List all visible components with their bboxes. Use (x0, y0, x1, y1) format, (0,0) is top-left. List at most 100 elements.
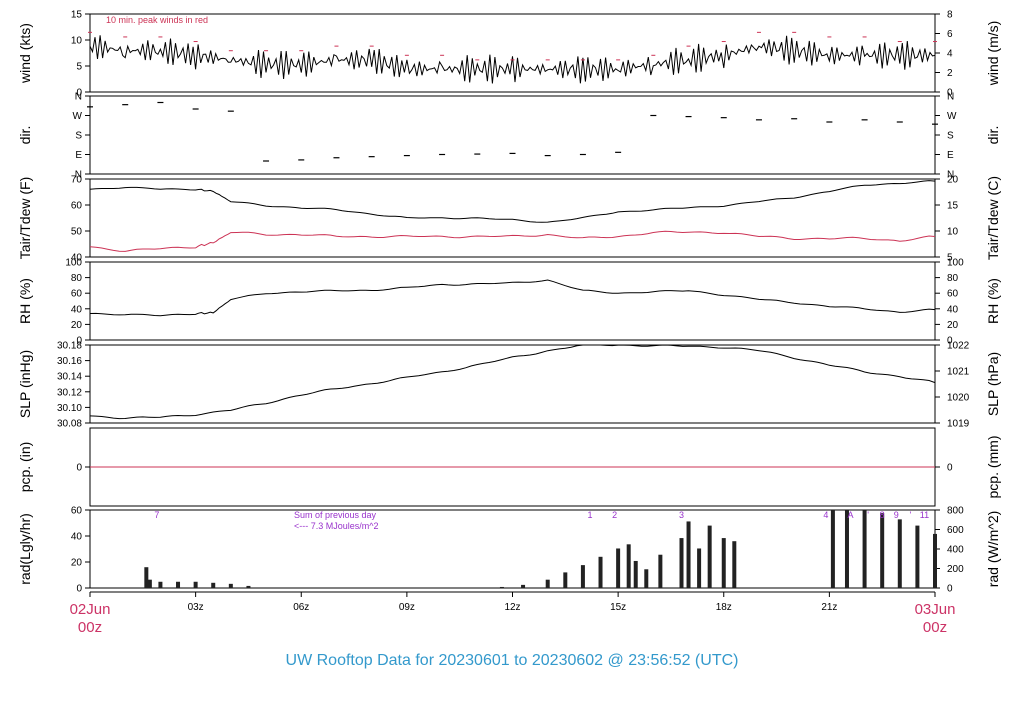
y-axis-label-right: Tair/Tdew (C) (985, 176, 1001, 260)
rad-bar (933, 533, 937, 588)
x-end-date: 03Jun (915, 601, 956, 618)
rad-hour-label: 9 (894, 510, 899, 520)
y-tick-label-right: S (947, 131, 954, 142)
rad-bar (644, 569, 649, 588)
y-tick-label: 40 (71, 253, 83, 264)
y-tick-label: 60 (71, 201, 83, 212)
y-axis-label: wind (kts) (17, 23, 33, 84)
y-tick-label-right: 0 (947, 336, 953, 347)
series-line-dewpoint (89, 230, 936, 252)
rad-hour-label: 4 (823, 510, 828, 520)
rad-bar (144, 567, 149, 588)
y-tick-label: 0 (76, 463, 82, 474)
rad-bar (246, 585, 251, 588)
y-axis-label: pcp. (in) (17, 442, 33, 493)
rad-bar (721, 538, 726, 588)
y-tick-label-right: 0 (947, 584, 953, 595)
x-tick-label: 18z (716, 602, 732, 613)
x-tick-label: 09z (399, 602, 415, 613)
y-tick-label-right: 800 (947, 506, 964, 517)
rad-bar (158, 581, 163, 588)
panel-frame-rad (89, 509, 936, 589)
y-tick-label-right: 8 (947, 10, 953, 21)
rad-bar (616, 548, 621, 588)
rad-hour-label: 7 (154, 510, 159, 520)
y-tick-label-right: 2 (947, 68, 953, 79)
rad-bar (707, 525, 712, 588)
y-axis-label: dir. (17, 126, 33, 145)
y-tick-label: 30.18 (57, 341, 82, 352)
y-axis-label-right: pcp. (mm) (985, 436, 1001, 499)
y-tick-label: 10 (71, 36, 83, 47)
rad-hour-label: ' (909, 510, 911, 520)
y-tick-label-right: 0 (947, 463, 953, 474)
series-line-wind (89, 35, 936, 84)
y-tick-label-right: 1020 (947, 393, 970, 404)
x-tick-label: 03z (188, 602, 204, 613)
y-tick-label: 15 (71, 10, 83, 21)
y-tick-label: 20 (71, 558, 83, 569)
panel-frame-dir (89, 95, 936, 175)
y-tick-label-right: 400 (947, 545, 964, 556)
rad-bar (626, 544, 631, 588)
y-tick-label-right: 40 (947, 304, 959, 315)
rad-bar (862, 510, 867, 588)
y-axis-label-right: rad (W/m^2) (985, 511, 1001, 588)
x-end-hour: 00z (923, 619, 947, 636)
y-tick-label-right: 1019 (947, 419, 970, 430)
y-tick-label-right: N (947, 170, 954, 181)
x-start-hour: 00z (78, 619, 102, 636)
y-tick-label: 100 (65, 258, 82, 269)
rad-bar (545, 579, 550, 588)
y-tick-label-right: 1022 (947, 341, 970, 352)
rad-bar (686, 521, 691, 588)
rad-bar (679, 538, 684, 588)
y-tick-label: W (73, 111, 83, 122)
x-tick-label: 15z (610, 602, 626, 613)
y-tick-label: 50 (71, 227, 83, 238)
y-tick-label-right: 20 (947, 175, 959, 186)
rad-hour-label: 11 (920, 510, 929, 520)
rad-bar (193, 581, 198, 588)
rad-bar (499, 586, 504, 588)
y-tick-label: N (75, 170, 82, 181)
series-line-rh (89, 279, 936, 317)
y-tick-label-right: 20 (947, 320, 959, 331)
y-tick-label: 30.16 (57, 356, 82, 367)
y-tick-label: 40 (71, 532, 83, 543)
y-axis-label: rad(Lgly/hr) (17, 513, 33, 585)
y-axis-label: Tair/Tdew (F) (17, 177, 33, 259)
y-tick-label-right: 200 (947, 564, 964, 575)
x-tick-label: 06z (293, 602, 309, 613)
y-tick-label: 30.14 (57, 372, 82, 383)
y-tick-label: 0 (76, 336, 82, 347)
y-tick-label: 60 (71, 289, 83, 300)
footer-title: UW Rooftop Data for 20230601 to 20230602… (286, 652, 739, 669)
y-tick-label: 30.10 (57, 403, 82, 414)
rad-bar (633, 560, 638, 588)
series-line-air-temp (89, 180, 936, 223)
rad-bar (880, 513, 885, 588)
rad-sum-value: <--- 7.3 MJoules/m^2 (294, 521, 379, 531)
rad-hour-label: ' (867, 510, 869, 520)
y-tick-label-right: 15 (947, 201, 959, 212)
rad-bar (176, 581, 181, 588)
y-tick-label-right: 100 (947, 258, 964, 269)
y-tick-label-right: 6 (947, 29, 953, 40)
x-tick-label: 12z (504, 602, 520, 613)
rad-hour-label: 1 (587, 510, 592, 520)
y-tick-label: 30.08 (57, 419, 82, 430)
y-tick-label: N (75, 92, 82, 103)
y-axis-label-right: SLP (hPa) (985, 352, 1001, 416)
rad-hour-label: 3 (679, 510, 684, 520)
rad-bar (915, 525, 920, 588)
y-tick-label-right: 10 (947, 227, 959, 238)
y-tick-label-right: E (947, 150, 954, 161)
rad-bar (697, 548, 702, 588)
rad-bar (563, 572, 568, 588)
rad-hour-label: 8 (880, 510, 885, 520)
panel-frame-slp (89, 344, 936, 424)
y-tick-label: 0 (76, 88, 82, 99)
